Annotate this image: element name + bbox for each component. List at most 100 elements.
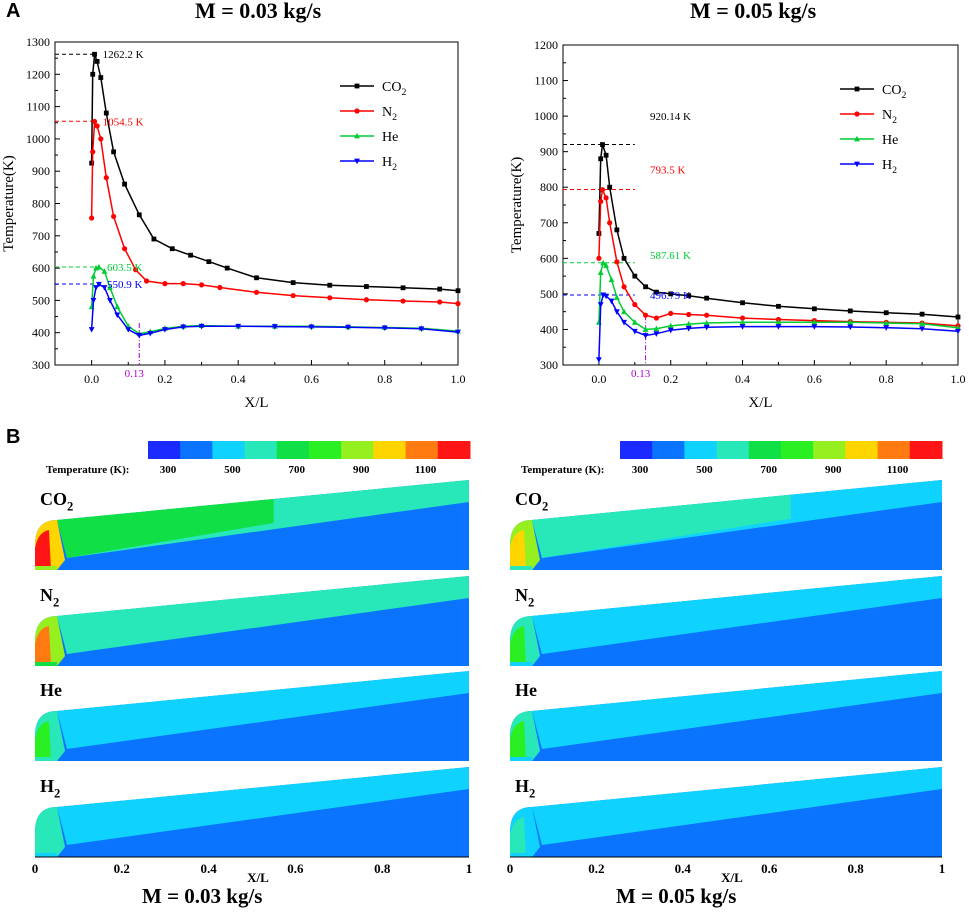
chart2-legend-marker	[854, 111, 860, 117]
chart1-point-He	[107, 284, 113, 290]
chart2-series-N2	[598, 187, 959, 327]
contour2-band-hot	[532, 583, 869, 654]
chart2-point-He	[642, 326, 649, 332]
contour2-nose-base	[510, 662, 532, 666]
chart2-point-CO2	[643, 284, 648, 290]
chart2-point-He	[667, 322, 674, 329]
contour2-colorbar-swatch	[716, 441, 750, 459]
contour1-nose-core	[35, 721, 51, 761]
chart2-ytick-label: 900	[540, 145, 558, 159]
chart1-point-H2	[271, 324, 278, 330]
chart1-point-H2	[345, 324, 351, 331]
chart1-legend-marker	[354, 108, 360, 114]
contour1-xtick-label: 0.4	[200, 861, 217, 876]
contour2-xtick-label: 0.8	[847, 861, 864, 876]
chart1-point-N2	[363, 297, 370, 303]
chart2-point-H2	[653, 331, 660, 337]
chart2-ytick-label: 400	[540, 322, 558, 336]
chart1-ytick-label: 1200	[26, 67, 50, 81]
chart2-point-H2	[596, 357, 602, 363]
contour1-colorbar-swatch	[212, 441, 246, 459]
chart2-ylabel: Temperature(K)	[509, 157, 525, 253]
contour2-row-label: N2	[515, 585, 534, 609]
chart2-point-H2	[667, 327, 674, 334]
chart2-point-CO2	[919, 311, 925, 317]
chart2-point-H2	[613, 309, 620, 315]
chart1-point-N2	[91, 118, 98, 125]
chart2-vmarker-label: 0.13	[631, 368, 651, 380]
chart1-point-CO2	[90, 71, 96, 77]
chart2-point-H2	[955, 328, 961, 335]
contour1-nose-base	[35, 757, 57, 761]
panel-letter-b: B	[6, 426, 21, 448]
chart2-point-He	[955, 324, 961, 331]
contour2-colorbar-tick: 500	[696, 464, 713, 476]
contour2-colorbar-swatch	[877, 441, 911, 459]
chart1-point-H2	[381, 325, 388, 332]
chart1-point-CO2	[89, 160, 95, 166]
chart1-point-N2	[98, 136, 104, 142]
contour2-row-label: H2	[515, 776, 535, 800]
chart2-point-CO2	[668, 291, 674, 297]
chart2-point-CO2	[704, 295, 710, 301]
chart2-point-N2	[621, 284, 627, 290]
contour1-colorbar-tick: 500	[224, 464, 241, 476]
contour1-band-hot	[57, 498, 274, 558]
chart1-ylabel: Temperature(K)	[1, 155, 17, 251]
chart2-point-H2	[811, 324, 818, 330]
contour2-xtick-label: 0.4	[675, 861, 692, 876]
chart1-point-N2	[198, 282, 205, 288]
contour1-band	[57, 767, 469, 845]
contour1-row-label: He	[40, 680, 62, 700]
chart2-legend-label: H2	[882, 158, 897, 176]
chart1-ytick-label: 500	[32, 293, 50, 307]
chart1-point-N2	[94, 123, 100, 129]
chart2-point-CO2	[596, 231, 602, 236]
chart1-point-He	[90, 272, 97, 279]
contour1-nose-core	[35, 626, 51, 666]
chart1-point-H2	[90, 298, 97, 304]
chart1-point-H2	[125, 327, 132, 333]
chart2-point-He	[603, 262, 609, 268]
chart2-point-He	[775, 319, 782, 325]
chart1-point-N2	[90, 149, 96, 155]
chart2-point-He	[653, 325, 660, 332]
contour2-band-hot	[532, 494, 791, 558]
contour1-colorbar-swatch	[244, 441, 278, 459]
chart2-point-H2	[608, 298, 615, 305]
chart2-xtick-label: 0.6	[807, 372, 822, 386]
chart1-xtick-label: 0.6	[304, 372, 319, 386]
chart2-point-H2	[685, 325, 692, 332]
chart1-point-CO2	[224, 265, 230, 271]
chart1-point-H2	[101, 285, 108, 291]
contour1-xtick-label: 1	[466, 861, 473, 876]
chart1-legend-marker	[354, 158, 360, 165]
chart2-point-He	[613, 294, 620, 300]
chart2-point-He	[597, 269, 604, 275]
contour1-row-label: CO2	[40, 489, 73, 513]
chart2-point-CO2	[632, 273, 638, 279]
chart2-point-CO2	[740, 300, 745, 306]
chart1-point-CO2	[136, 212, 142, 218]
chart1-annotation: 1262.2 K	[103, 49, 144, 61]
chart1-xtick-label: 0.2	[157, 372, 172, 386]
contour2-band	[532, 767, 942, 845]
chart1-point-H2	[136, 332, 143, 339]
contour1-colorbar-swatch	[276, 441, 310, 459]
contour2-nose-core	[510, 721, 526, 761]
chart1-point-N2	[133, 267, 139, 273]
chart1-point-H2	[198, 323, 205, 330]
contour1-nose-core	[35, 817, 51, 857]
chart1-point-CO2	[94, 58, 100, 64]
chart1-point-CO2	[188, 252, 193, 258]
chart2-point-CO2	[607, 184, 613, 190]
chart1-point-H2	[114, 312, 121, 319]
chart1-point-He	[114, 303, 121, 310]
chart-title-left: M = 0.03 kg/s	[195, 0, 322, 23]
chart2-point-N2	[614, 259, 620, 265]
contour2-nose-base	[510, 566, 532, 570]
chart1-ytick-label: 800	[32, 197, 50, 211]
contour2-colorbar-swatch	[781, 441, 814, 459]
chart2-point-CO2	[614, 227, 620, 233]
contour1-nose-base	[35, 566, 57, 570]
